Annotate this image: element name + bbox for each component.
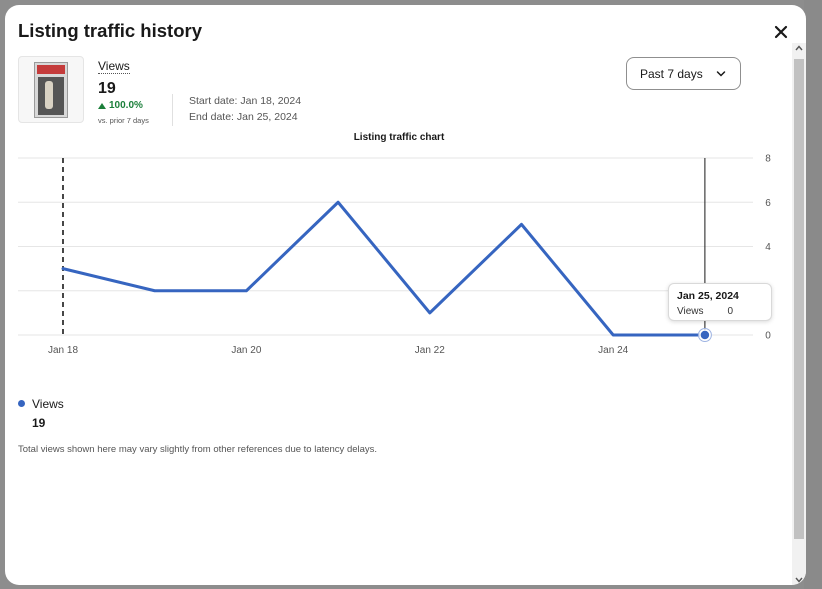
legend-total: 19 <box>32 416 46 430</box>
traffic-history-modal: Listing traffic history Views 19 100.0% … <box>5 5 806 585</box>
legend-label: Views <box>32 397 64 411</box>
x-tick-label: Jan 18 <box>48 345 78 356</box>
latency-disclaimer: Total views shown here may vary slightly… <box>18 444 378 455</box>
legend-dot <box>18 400 25 407</box>
y-tick-label: 8 <box>765 154 771 165</box>
y-tick-label: 0 <box>765 331 771 342</box>
tooltip-label: Views <box>677 306 704 317</box>
date-range-value: Past 7 days <box>640 66 703 81</box>
date-range-select[interactable]: Past 7 days <box>626 57 741 90</box>
views-value: 19 <box>98 80 116 97</box>
close-icon <box>774 25 788 39</box>
card-figure <box>45 80 53 109</box>
card-grade-label <box>37 64 65 74</box>
views-series-line <box>61 200 707 337</box>
chart-title: Listing traffic chart <box>353 132 445 143</box>
start-date: Start date: Jan 18, 2024 <box>189 95 302 107</box>
y-tick-label: 4 <box>765 242 771 253</box>
summary-divider <box>172 94 173 126</box>
scrollbar-thumb[interactable] <box>794 59 804 539</box>
views-change: 100.0% <box>98 100 143 111</box>
x-tick-label: Jan 22 <box>415 345 445 356</box>
close-button[interactable] <box>770 21 792 43</box>
y-tick-label: 6 <box>765 198 771 209</box>
x-tick-label: Jan 24 <box>598 345 628 356</box>
hover-data-point <box>699 329 711 341</box>
end-date: End date: Jan 25, 2024 <box>189 111 298 123</box>
views-label[interactable]: Views <box>98 59 130 74</box>
modal-scrollbar[interactable] <box>792 43 806 585</box>
views-change-value: 100.0% <box>109 100 143 111</box>
background-side-strip <box>804 0 822 589</box>
scroll-up-icon[interactable] <box>795 45 803 51</box>
chevron-down-icon <box>716 71 726 77</box>
modal-title: Listing traffic history <box>18 20 202 41</box>
tooltip-date: Jan 25, 2024 <box>677 290 739 302</box>
prior-period-label: vs. prior 7 days <box>98 116 149 125</box>
hover-data-point-ring <box>697 328 712 342</box>
tooltip-value: 0 <box>727 306 733 317</box>
listing-thumbnail <box>18 56 84 123</box>
graded-card-image <box>34 61 68 118</box>
chart-tooltip: Jan 25, 2024 Views 0 <box>668 283 772 321</box>
scroll-down-icon[interactable] <box>795 577 803 583</box>
x-tick-label: Jan 20 <box>231 345 261 356</box>
arrow-up-icon <box>98 102 106 109</box>
